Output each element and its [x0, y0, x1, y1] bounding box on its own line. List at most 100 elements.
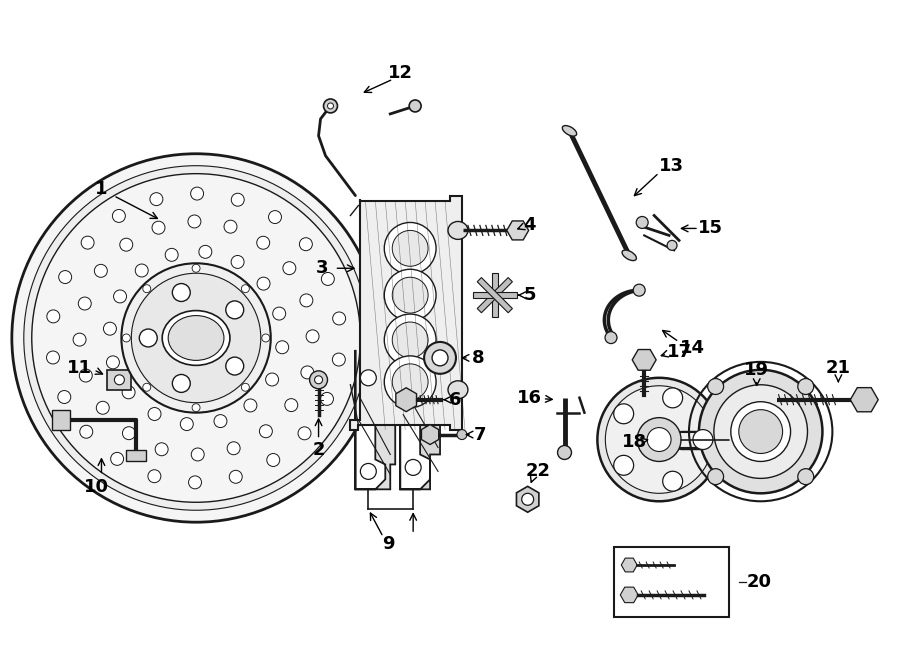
Circle shape [241, 383, 249, 391]
Polygon shape [350, 195, 462, 430]
Bar [615, 547, 729, 617]
Text: 1: 1 [95, 179, 108, 197]
Circle shape [321, 273, 334, 285]
Circle shape [384, 356, 436, 408]
Circle shape [332, 353, 346, 366]
Circle shape [111, 452, 123, 465]
Bar [126, 449, 147, 461]
Circle shape [226, 301, 244, 319]
Circle shape [699, 370, 823, 493]
Circle shape [79, 369, 93, 382]
Circle shape [143, 383, 151, 391]
Circle shape [212, 276, 225, 289]
Circle shape [122, 334, 130, 342]
Circle shape [112, 209, 125, 222]
Circle shape [189, 476, 202, 489]
Circle shape [405, 365, 421, 381]
Circle shape [392, 322, 428, 358]
Ellipse shape [622, 250, 636, 261]
Circle shape [797, 469, 814, 485]
Circle shape [614, 455, 634, 475]
Circle shape [224, 220, 237, 233]
Circle shape [150, 193, 163, 206]
Circle shape [384, 269, 436, 321]
Circle shape [192, 264, 200, 272]
Circle shape [328, 103, 334, 109]
Text: 21: 21 [826, 359, 850, 377]
Circle shape [191, 187, 203, 200]
Text: 7: 7 [473, 426, 486, 444]
Text: 10: 10 [84, 479, 109, 496]
Circle shape [739, 410, 783, 453]
Text: 15: 15 [698, 219, 724, 238]
Circle shape [155, 443, 168, 455]
Text: 6: 6 [449, 391, 461, 408]
Circle shape [81, 236, 94, 249]
Circle shape [241, 285, 249, 293]
Polygon shape [400, 345, 440, 489]
Text: 19: 19 [744, 361, 770, 379]
Circle shape [120, 238, 132, 251]
Circle shape [230, 470, 242, 483]
Ellipse shape [448, 381, 468, 399]
Circle shape [167, 387, 180, 400]
Circle shape [707, 469, 724, 485]
Ellipse shape [448, 222, 468, 240]
Circle shape [80, 425, 93, 438]
Circle shape [12, 154, 381, 522]
Circle shape [275, 341, 289, 354]
Circle shape [231, 256, 244, 268]
Circle shape [384, 314, 436, 366]
Circle shape [522, 493, 534, 505]
Circle shape [114, 375, 124, 385]
Circle shape [300, 294, 313, 307]
Circle shape [693, 430, 713, 449]
Circle shape [152, 221, 165, 234]
Text: 3: 3 [316, 260, 328, 277]
Circle shape [113, 290, 127, 303]
Ellipse shape [562, 126, 577, 136]
Circle shape [614, 404, 634, 424]
Text: 9: 9 [382, 535, 394, 553]
Circle shape [96, 401, 109, 414]
Text: 16: 16 [518, 389, 542, 406]
Circle shape [47, 351, 59, 364]
Circle shape [32, 173, 360, 502]
Circle shape [360, 463, 376, 479]
Circle shape [262, 334, 270, 342]
Circle shape [731, 402, 790, 461]
Circle shape [636, 216, 648, 228]
Circle shape [135, 264, 148, 277]
Circle shape [143, 285, 151, 293]
Circle shape [410, 100, 421, 112]
Circle shape [310, 371, 328, 389]
Circle shape [148, 470, 161, 483]
Circle shape [58, 271, 72, 283]
Text: 14: 14 [680, 339, 705, 357]
Text: 11: 11 [68, 359, 92, 377]
Circle shape [714, 385, 807, 479]
Circle shape [392, 230, 428, 266]
Circle shape [23, 166, 368, 510]
Circle shape [191, 448, 204, 461]
Circle shape [106, 356, 120, 369]
Circle shape [392, 277, 428, 313]
Circle shape [384, 222, 436, 274]
Polygon shape [477, 277, 512, 312]
Polygon shape [477, 277, 512, 312]
Circle shape [392, 364, 428, 400]
Polygon shape [356, 350, 395, 489]
Circle shape [192, 404, 200, 412]
Circle shape [557, 446, 572, 459]
Circle shape [457, 430, 467, 440]
Circle shape [188, 215, 201, 228]
Text: 4: 4 [524, 216, 536, 234]
Circle shape [662, 471, 682, 491]
Circle shape [199, 246, 212, 258]
Circle shape [323, 99, 338, 113]
Circle shape [139, 363, 152, 376]
Circle shape [166, 248, 178, 261]
Circle shape [259, 425, 273, 438]
Circle shape [122, 263, 271, 412]
Circle shape [300, 238, 312, 251]
